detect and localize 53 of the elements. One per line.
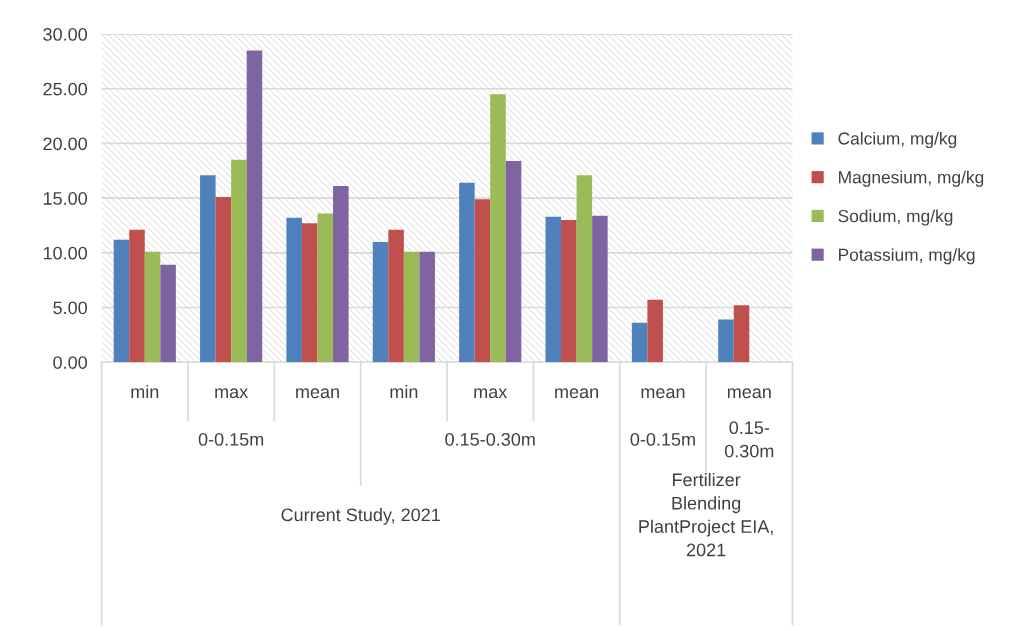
bar xyxy=(592,215,608,363)
bar xyxy=(317,213,334,363)
bar xyxy=(144,251,161,363)
text: Current Study, 2021 xyxy=(281,507,440,525)
text: 0-0.15m xyxy=(630,433,695,446)
bar xyxy=(301,223,318,363)
bar xyxy=(474,199,491,363)
text: Fertilizer Blending PlantProject EIA, 2021 xyxy=(639,472,773,557)
bar xyxy=(215,197,232,363)
bar xyxy=(333,186,349,363)
bar xyxy=(372,241,389,363)
x-tick-label: mean xyxy=(555,388,598,399)
x-tick-label: max xyxy=(215,388,248,399)
bar xyxy=(576,175,593,363)
legend-label: Calcium, mg/kg xyxy=(838,131,957,149)
bar xyxy=(561,220,577,363)
y-tick-label: 15.00 xyxy=(43,192,88,205)
y-tick-label: 20.00 xyxy=(43,137,88,151)
bar xyxy=(388,229,404,363)
bar xyxy=(246,50,263,363)
legend-label: Sodium, mg/kg xyxy=(838,209,953,226)
y-tick-label: 5.00 xyxy=(53,301,88,315)
y-tick-label: 25.00 xyxy=(43,82,88,96)
bar xyxy=(113,239,130,363)
legend-label: Magnesium, mg/kg xyxy=(839,170,984,187)
bar xyxy=(505,160,522,363)
x-tick-label: min xyxy=(131,384,159,399)
bar xyxy=(129,229,145,363)
bar xyxy=(459,182,475,363)
bar xyxy=(419,251,435,363)
text: 0.15- 0.30m xyxy=(724,421,774,458)
bar xyxy=(733,305,750,363)
text: 0-0.15m xyxy=(198,433,264,446)
bar xyxy=(286,217,302,363)
x-tick-label: mean xyxy=(641,388,685,399)
text: 0.15-0.30m xyxy=(445,433,535,446)
legend-label: Potassium, mg/kg xyxy=(839,248,975,265)
x-tick-label: min xyxy=(390,384,418,399)
x-tick-label: max xyxy=(474,388,508,399)
x-tick-label: mean xyxy=(296,388,339,399)
y-tick-label: 30.00 xyxy=(43,28,88,41)
bar xyxy=(490,94,506,363)
y-tick-label: 0.00 xyxy=(53,356,88,369)
bar xyxy=(403,251,420,363)
bar xyxy=(160,264,176,363)
x-tick-label: mean xyxy=(727,388,771,399)
y-tick-label: 10.00 xyxy=(43,246,88,260)
bar xyxy=(200,175,216,363)
bar xyxy=(231,159,247,363)
bar xyxy=(647,299,663,363)
bar xyxy=(545,216,562,363)
bar xyxy=(631,322,648,363)
bar xyxy=(718,319,734,363)
